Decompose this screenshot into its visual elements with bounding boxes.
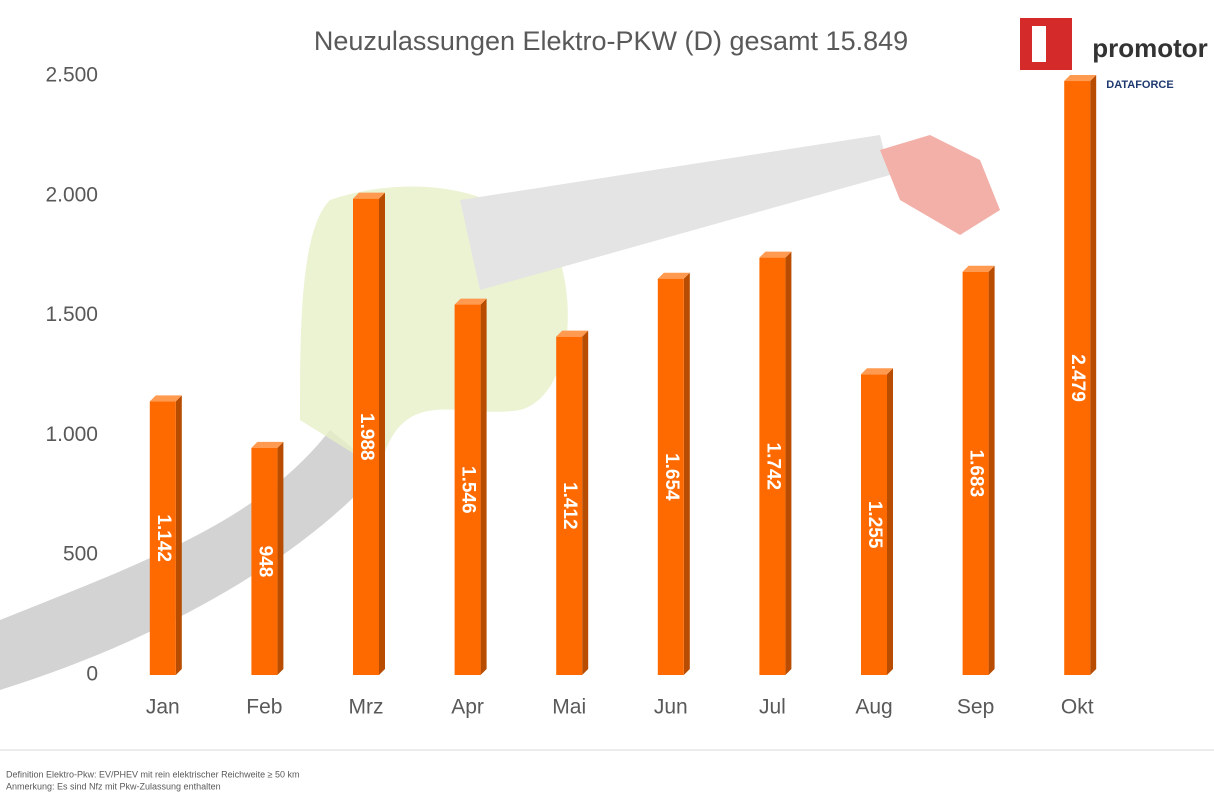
x-tick-label: Mai (552, 696, 586, 719)
bar-top (149, 395, 182, 402)
bar (251, 447, 278, 675)
background-hose (0, 430, 380, 690)
value-label: 1.988 (356, 413, 377, 461)
background-plug (880, 135, 1000, 235)
bar-side (1090, 75, 1097, 675)
y-tick-label: 1.000 (45, 423, 98, 446)
bar-top (962, 265, 995, 272)
bar-top (251, 441, 284, 448)
value-label: 1.546 (458, 466, 479, 514)
chart-title: Neuzulassungen Elektro-PKW (D) gesamt 15… (314, 26, 908, 56)
value-label: 1.742 (762, 443, 783, 491)
bar-side (175, 395, 182, 675)
logo-mark-inner (1032, 26, 1046, 62)
bar-side (582, 330, 589, 675)
bar-side (277, 441, 284, 675)
value-label: 1.142 (153, 514, 174, 562)
bar-side (988, 265, 995, 675)
x-tick-label: Jul (759, 696, 786, 719)
bar (149, 401, 176, 675)
x-tick-label: Jan (146, 696, 180, 719)
logo-name: promotor (1092, 33, 1208, 63)
y-tick-label: 2.500 (45, 64, 98, 87)
bar (759, 257, 786, 675)
bar-top (454, 298, 487, 305)
logo-sub: DATAFORCE (1106, 79, 1173, 91)
y-tick-label: 2.000 (45, 183, 98, 206)
bar-side (887, 368, 893, 675)
bar (353, 198, 379, 675)
value-label: 1.255 (864, 501, 885, 549)
bar (454, 304, 481, 675)
bar (556, 336, 583, 675)
bar-top (759, 251, 792, 258)
value-label: 1.683 (966, 450, 987, 498)
bar (1064, 81, 1091, 675)
bar-top (556, 330, 589, 337)
x-tick-label: Sep (957, 696, 994, 719)
bar-top (861, 368, 893, 375)
bar (657, 278, 684, 675)
value-label: 948 (254, 546, 275, 578)
x-tick-label: Feb (246, 696, 282, 719)
footnote: Definition Elektro-Pkw: EV/PHEV mit rein… (6, 769, 300, 779)
value-label: 1.654 (661, 453, 682, 501)
y-tick-label: 500 (63, 543, 98, 566)
bar (962, 271, 989, 675)
bar-top (353, 192, 385, 199)
bar-side (683, 272, 690, 675)
y-tick-label: 1.500 (45, 303, 98, 326)
y-tick-label: 0 (86, 663, 98, 686)
x-tick-label: Okt (1061, 696, 1094, 719)
bar-side (480, 298, 487, 675)
bar-top (657, 272, 690, 279)
background-pipe (460, 135, 890, 290)
x-tick-label: Aug (855, 696, 892, 719)
bar-side (379, 192, 385, 675)
bar (861, 374, 887, 675)
bar-side (785, 251, 792, 675)
x-tick-label: Jun (654, 696, 688, 719)
bar-top (1064, 75, 1097, 82)
x-tick-label: Mrz (349, 696, 384, 719)
value-label: 2.479 (1067, 354, 1088, 402)
x-tick-label: Apr (451, 696, 484, 719)
footnote: Anmerkung: Es sind Nfz mit Pkw-Zulassung… (6, 781, 221, 791)
value-label: 1.412 (559, 482, 580, 530)
